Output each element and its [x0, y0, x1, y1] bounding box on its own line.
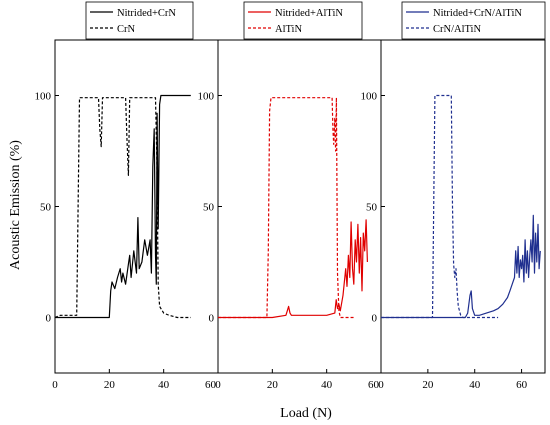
legend-label: CrN/AlTiN	[433, 24, 481, 35]
x-tick-label: 20	[422, 379, 434, 391]
y-tick-label: 100	[361, 91, 378, 103]
x-tick-label: 0	[52, 379, 58, 391]
legend-2: Nitrided+AlTiN AlTiN	[243, 1, 363, 40]
legend-box	[85, 1, 194, 40]
series-line-nitrided-altin	[218, 219, 368, 319]
x-tick-label: 20	[267, 379, 279, 391]
y-tick-label: 0	[372, 313, 378, 325]
series-line-crn	[55, 97, 191, 319]
legend-label: Nitrided+AlTiN	[275, 8, 343, 19]
series-line-nitrided-crn	[55, 94, 191, 319]
legend-label: CrN	[117, 24, 136, 35]
legend-label: AlTiN	[275, 24, 302, 35]
y-tick-label: 50	[203, 202, 215, 214]
x-tick-label: 60	[205, 379, 217, 391]
series-line-altin	[218, 97, 354, 319]
x-tick-label: 0	[215, 379, 221, 391]
legend-3: Nitrided+CrN/AlTiN CrN/AlTiN	[401, 1, 546, 40]
x-tick-label: 20	[104, 379, 116, 391]
y-tick-label: 100	[198, 91, 215, 103]
x-tick-label: 40	[469, 379, 481, 391]
plot-frame	[217, 39, 382, 374]
plot-frame	[380, 39, 546, 374]
legend-box	[401, 1, 546, 40]
y-tick-label: 50	[366, 202, 378, 214]
y-axis-title: Acoustic Emission (%)	[8, 140, 23, 270]
x-tick-label: 60	[516, 379, 528, 391]
y-tick-label: 100	[35, 91, 52, 103]
x-axis-title: Load (N)	[280, 406, 332, 421]
x-tick-label: 0	[378, 379, 384, 391]
legend-box	[243, 1, 363, 40]
x-tick-label: 40	[158, 379, 170, 391]
y-tick-label: 0	[46, 313, 52, 325]
x-tick-label: 60	[368, 379, 380, 391]
legend-label: Nitrided+CrN/AlTiN	[433, 8, 522, 19]
y-tick-label: 0	[209, 313, 215, 325]
y-tick-label: 50	[40, 202, 52, 214]
series-line-nitrided-crn-altin	[381, 214, 541, 319]
legend-1: Nitrided+CrN CrN	[85, 1, 194, 40]
x-tick-label: 40	[321, 379, 333, 391]
plot-frame	[54, 39, 219, 374]
series-line-crn-altin	[381, 94, 499, 319]
legend-label: Nitrided+CrN	[117, 8, 176, 19]
